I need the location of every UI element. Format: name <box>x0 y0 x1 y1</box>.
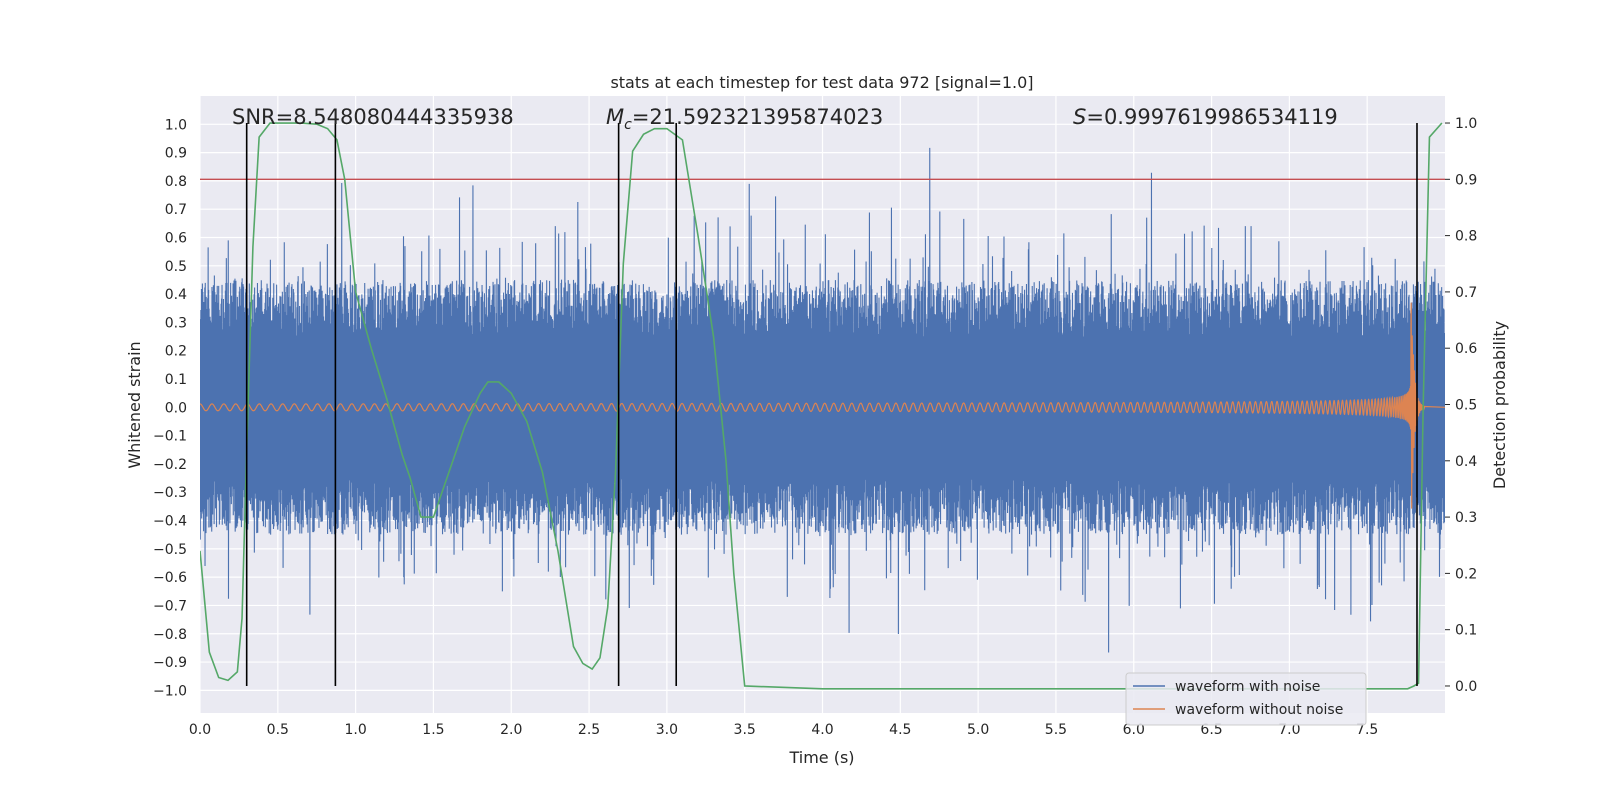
y2-tick-label: 0.1 <box>1455 623 1477 639</box>
y-tick-label: 0.6 <box>165 231 187 247</box>
y-tick-label: 0.9 <box>165 146 187 162</box>
y-tick-label: −0.6 <box>153 570 187 586</box>
series-waveform-with-noise <box>200 147 1445 653</box>
y2-axis-label: Detection probability <box>1490 321 1509 489</box>
y-tick-label: −0.7 <box>153 598 187 614</box>
y-tick-label: 0.0 <box>165 400 187 416</box>
legend-label-waveform-with-noise: waveform with noise <box>1175 679 1320 695</box>
y-tick-label: −1.0 <box>153 683 187 699</box>
x-tick-label: 7.0 <box>1278 722 1300 738</box>
event-markers <box>245 123 1418 686</box>
chirp-mass-value: =21.592321395874023 <box>632 105 883 129</box>
x-tick-label: 4.5 <box>889 722 911 738</box>
y2-tick-label: 0.0 <box>1455 679 1477 695</box>
y-tick-label: −0.2 <box>153 457 187 473</box>
series-waveform-without-noise <box>200 302 1445 509</box>
x-tick-label: 3.0 <box>656 722 678 738</box>
x-tick-label: 2.0 <box>500 722 522 738</box>
score-annotation: S=0.9997619986534119 <box>1073 105 1338 129</box>
score-symbol: S <box>1073 105 1086 129</box>
y-tick-label: −0.4 <box>153 514 187 530</box>
y-tick-label: −0.5 <box>153 542 187 558</box>
y2-tick-label: 0.7 <box>1455 285 1477 301</box>
x-tick-label: 0.0 <box>189 722 211 738</box>
chirp-mass-annotation: Mc=21.592321395874023 <box>606 105 883 133</box>
x-tick-label: 6.5 <box>1200 722 1222 738</box>
chirp-mass-symbol: M <box>606 105 624 129</box>
y-axis-left: 1.0 0.9 0.8 0.7 0.6 0.5 0.4 0.3 0.2 0.1 0.0 −0.1 −0.… <box>153 117 187 699</box>
legend: waveform with noise waveform without noi… <box>1125 672 1367 726</box>
y-tick-label: 0.7 <box>165 202 187 218</box>
y-tick-label: 0.8 <box>165 174 187 190</box>
y2-tick-label: 0.8 <box>1455 229 1477 245</box>
x-tick-label: 1.5 <box>422 722 444 738</box>
y-tick-label: −0.1 <box>153 429 187 445</box>
y-tick-label: 0.1 <box>165 372 187 388</box>
chirp-mass-subscript: c <box>624 117 632 133</box>
plot-content <box>200 122 1445 690</box>
y-tick-label: −0.9 <box>153 655 187 671</box>
y2-tick-label: 0.4 <box>1455 454 1477 470</box>
x-axis: 0.0 0.5 1.0 1.5 2.0 2.5 3.0 3.5 4.0 4.5 5.0 5.5 6.0 6… <box>189 722 1378 738</box>
x-tick-label: 0.5 <box>267 722 289 738</box>
y-tick-label: −0.3 <box>153 485 187 501</box>
y-tick-label: 0.2 <box>165 344 187 360</box>
x-tick-label: 7.5 <box>1356 722 1378 738</box>
series-detection-probability <box>200 122 1443 690</box>
chart-title: stats at each timestep for test data 972… <box>610 73 1033 92</box>
y2-tick-label: 0.9 <box>1455 172 1477 188</box>
y-axis-right: 1.0 0.9 0.8 0.7 0.6 0.5 0.4 0.3 0.2 0.1 0.0 <box>1445 116 1477 695</box>
x-tick-label: 3.5 <box>734 722 756 738</box>
x-tick-label: 6.0 <box>1123 722 1145 738</box>
y-tick-label: 0.5 <box>165 259 187 275</box>
y-axis-label: Whitened strain <box>125 341 144 468</box>
y-tick-label: 0.4 <box>165 287 187 303</box>
legend-label-waveform-without-noise: waveform without noise <box>1175 702 1343 718</box>
x-tick-label: 4.0 <box>811 722 833 738</box>
x-tick-label: 5.5 <box>1045 722 1067 738</box>
x-axis-label: Time (s) <box>788 748 854 767</box>
score-value: =0.9997619986534119 <box>1086 105 1337 129</box>
y2-tick-label: 0.3 <box>1455 510 1477 526</box>
x-tick-label: 5.0 <box>967 722 989 738</box>
y-tick-label: −0.8 <box>153 627 187 643</box>
y2-tick-label: 1.0 <box>1455 116 1477 132</box>
y2-tick-label: 0.2 <box>1455 566 1477 582</box>
legend-box <box>1125 672 1367 726</box>
y-tick-label: 1.0 <box>165 117 187 133</box>
y2-tick-label: 0.6 <box>1455 341 1477 357</box>
y2-tick-label: 0.5 <box>1455 398 1477 414</box>
y-tick-label: 0.3 <box>165 315 187 331</box>
x-tick-label: 2.5 <box>578 722 600 738</box>
snr-annotation: SNR=8.548080444335938 <box>232 105 514 129</box>
x-tick-label: 1.0 <box>344 722 366 738</box>
